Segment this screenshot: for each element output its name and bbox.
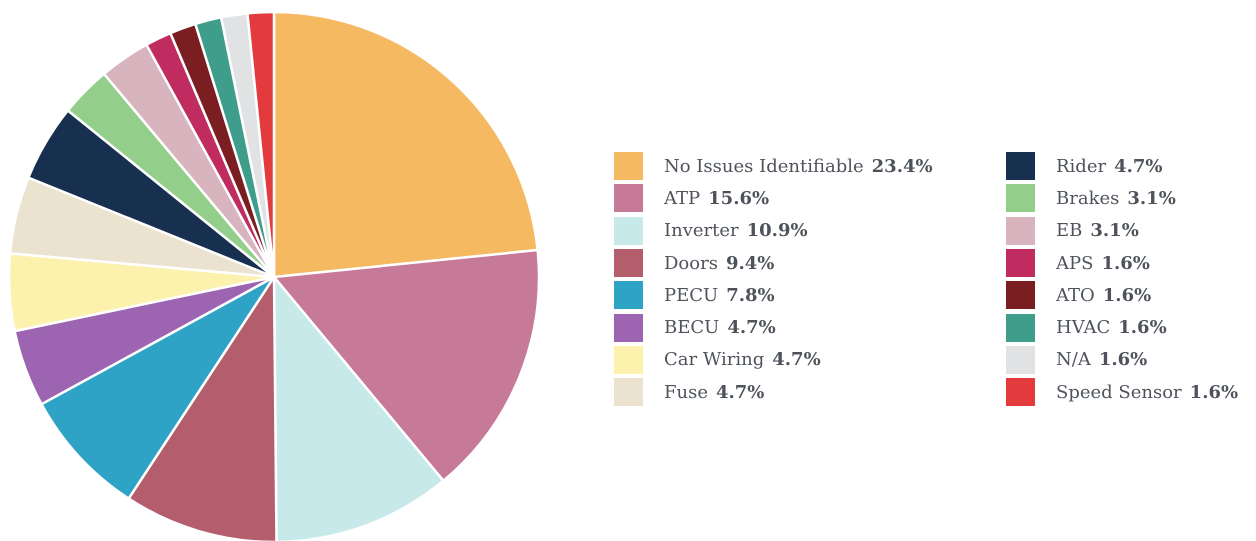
legend-label: HVAC (1056, 317, 1111, 339)
legend-label: Car Wiring (664, 349, 765, 371)
legend-value: 9.4% (725, 252, 775, 274)
legend-label: ATP (664, 187, 701, 209)
legend-value: 4.7% (715, 381, 765, 403)
legend-label: ATO (1056, 284, 1095, 306)
pie-slice-doors (127, 275, 278, 541)
legend-label: PECU (664, 284, 719, 306)
legend-item-atp: ATP 15.6% (614, 182, 933, 214)
legend-swatch (614, 184, 643, 213)
legend-swatch (614, 378, 643, 407)
legend-swatch (614, 152, 643, 181)
pie-slice-pecu (40, 275, 276, 500)
pie-slice-no-issues-identifiable (272, 10, 539, 279)
legend-value: 4.7% (1114, 155, 1163, 177)
legend-swatch (614, 216, 643, 245)
legend-label: EB (1056, 220, 1083, 242)
legend-label: BECU (664, 317, 720, 339)
legend-item-fuse: Fuse 4.7% (614, 376, 933, 408)
legend-column-right: Rider 4.7% Brakes 3.1% EB 3.1% APS 1.6% ATO 1.6% H… (1006, 150, 1238, 408)
legend-label: Inverter (664, 220, 739, 242)
legend-value: 1.6% (1098, 349, 1148, 371)
legend-item-car-wiring: Car Wiring 4.7% (614, 344, 933, 376)
legend-value: 3.1% (1127, 187, 1176, 209)
legend-item-becu: BECU 4.7% (614, 311, 933, 343)
legend-item-aps: APS 1.6% (1006, 247, 1238, 279)
pie-slice-inverter (272, 275, 445, 541)
legend-value: 3.1% (1090, 220, 1139, 242)
legend-swatch (1006, 184, 1035, 213)
legend-value: 10.9% (746, 220, 808, 242)
legend-value: 15.6% (708, 187, 770, 209)
legend-item-pecu: PECU 7.8% (614, 279, 933, 311)
legend-value: 1.6% (1101, 252, 1150, 274)
legend-label: Fuse (664, 381, 708, 403)
legend-item-no-issues-identifiable: No Issues Identifiable 23.4% (614, 150, 933, 182)
legend-swatch (614, 345, 643, 374)
legend-item-ato: ATO 1.6% (1006, 279, 1238, 311)
legend-value: 1.6% (1189, 381, 1239, 403)
legend-item-n-a: N/A 1.6% (1006, 344, 1238, 376)
legend-swatch (1006, 313, 1035, 342)
legend-swatch (1006, 249, 1035, 278)
legend-item-eb: EB 3.1% (1006, 215, 1238, 247)
legend-item-rider: Rider 4.7% (1006, 150, 1238, 182)
pie-slice-speed-sensor (246, 10, 276, 279)
legend-value: 4.7% (772, 349, 821, 371)
legend-label: Speed Sensor (1056, 381, 1182, 403)
legend-item-speed-sensor: Speed Sensor 1.6% (1006, 376, 1238, 408)
legend-value: 1.6% (1118, 317, 1167, 339)
legend-swatch (614, 313, 643, 342)
legend-label: Doors (664, 252, 718, 274)
legend-swatch (614, 281, 643, 310)
legend-value: 1.6% (1102, 284, 1152, 306)
legend-item-doors: Doors 9.4% (614, 247, 933, 279)
legend-swatch (1006, 378, 1035, 407)
legend-swatch (1006, 345, 1035, 374)
legend-label: N/A (1056, 349, 1091, 371)
legend-item-brakes: Brakes 3.1% (1006, 182, 1238, 214)
legend-label: Brakes (1056, 187, 1120, 209)
legend-value: 4.7% (727, 317, 776, 339)
legend-column-left: No Issues Identifiable 23.4% ATP 15.6% Inver… (614, 150, 933, 408)
legend-label: Rider (1056, 155, 1107, 177)
legend-item-inverter: Inverter 10.9% (614, 215, 933, 247)
legend-item-hvac: HVAC 1.6% (1006, 311, 1238, 343)
legend-swatch (1006, 281, 1035, 310)
legend-swatch (1006, 152, 1035, 181)
legend-label: No Issues Identifiable (664, 155, 864, 177)
legend-label: APS (1056, 252, 1094, 274)
legend-swatch (1006, 216, 1035, 245)
legend-swatch (614, 249, 643, 278)
legend-value: 23.4% (871, 155, 933, 177)
legend-value: 7.8% (726, 284, 775, 306)
pie-slice-atp (272, 248, 541, 483)
pie-chart (7, 10, 541, 541)
